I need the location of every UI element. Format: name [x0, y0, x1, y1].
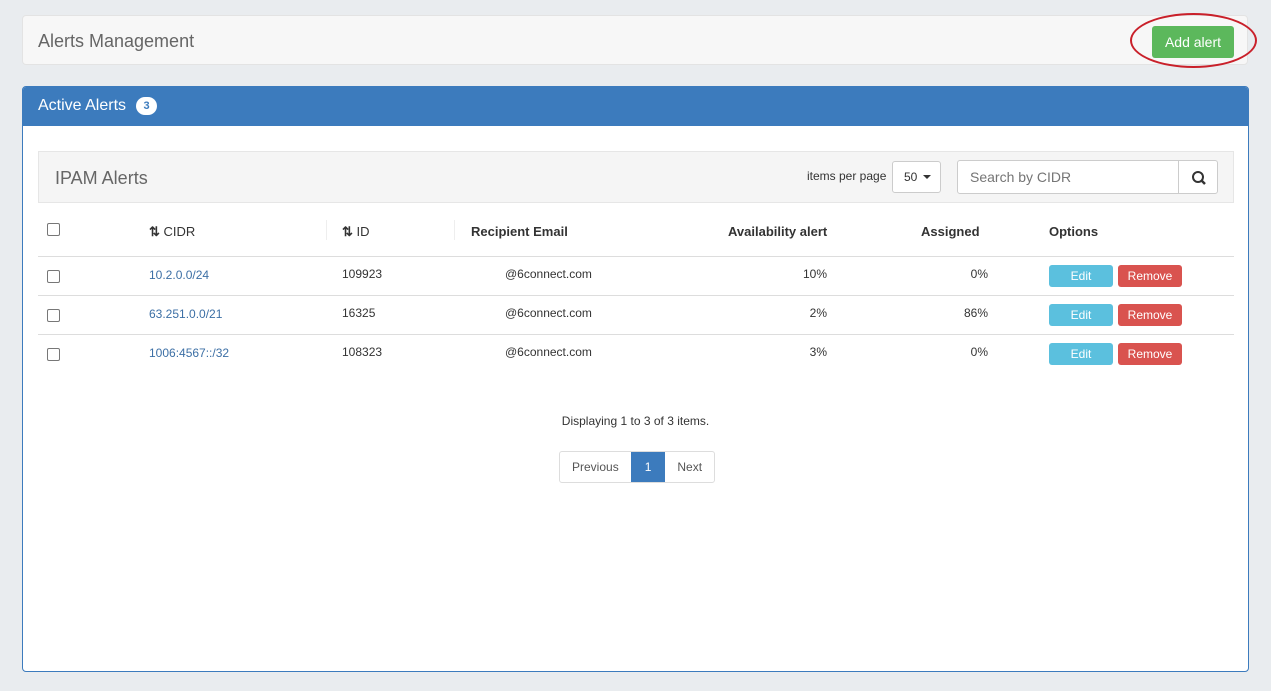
assigned-percent: 0%	[970, 267, 988, 281]
remove-button[interactable]: Remove	[1118, 265, 1182, 287]
column-header-id[interactable]: ⇅ ID	[342, 224, 370, 239]
sort-icon: ⇅	[342, 224, 357, 239]
alert-count-badge: 3	[136, 97, 157, 115]
panel-header: Active Alerts 3	[23, 87, 1248, 126]
cidr-link[interactable]: 63.251.0.0/21	[149, 307, 223, 321]
alert-id: 108323	[342, 345, 383, 359]
select-all-checkbox[interactable]	[47, 223, 60, 236]
availability-alert: 3%	[809, 345, 827, 359]
availability-alert: 2%	[809, 306, 827, 320]
caret-down-icon	[923, 175, 931, 183]
search-icon	[1192, 171, 1206, 185]
row-checkbox[interactable]	[47, 309, 60, 322]
sort-icon: ⇅	[149, 224, 164, 239]
divider	[38, 256, 1234, 257]
panel-title: Active Alerts	[38, 97, 127, 114]
search-button[interactable]	[1178, 160, 1218, 194]
next-page-button[interactable]: Next	[677, 460, 703, 474]
alert-id: 16325	[342, 306, 376, 320]
cidr-link[interactable]: 1006:4567::/32	[149, 346, 230, 360]
availability-alert: 10%	[802, 267, 827, 281]
remove-button[interactable]: Remove	[1118, 304, 1182, 326]
search-input[interactable]	[957, 160, 1179, 194]
column-header-availability: Availability alert	[728, 224, 828, 239]
recipient-email: @6connect.com	[505, 306, 592, 320]
edit-button[interactable]: Edit	[1049, 343, 1113, 365]
divider	[38, 295, 1234, 296]
column-header-cidr[interactable]: ⇅ CIDR	[149, 224, 196, 239]
previous-page-button[interactable]: Previous	[572, 460, 619, 474]
alert-id: 109923	[342, 267, 383, 281]
ipam-toolbar: IPAM Alerts items per page 50	[38, 151, 1234, 203]
row-checkbox[interactable]	[47, 270, 60, 283]
cidr-link[interactable]: 10.2.0.0/24	[149, 268, 210, 282]
add-alert-button[interactable]: Add alert	[1152, 26, 1234, 58]
row-checkbox[interactable]	[47, 348, 60, 361]
highlight-circle	[1130, 13, 1257, 68]
assigned-percent: 0%	[970, 345, 988, 359]
column-divider	[454, 220, 455, 240]
edit-button[interactable]: Edit	[1049, 304, 1113, 326]
assigned-percent: 86%	[963, 306, 988, 320]
column-header-options: Options	[1049, 224, 1099, 239]
column-header-assigned: Assigned	[921, 224, 980, 239]
section-title: IPAM Alerts	[55, 168, 148, 188]
active-alerts-panel: Active Alerts 3 IPAM Alerts items per pa…	[22, 86, 1249, 672]
column-divider	[326, 220, 327, 240]
pagination-summary: Displaying 1 to 3 of 3 items.	[561, 414, 710, 428]
items-per-page-label: items per page	[807, 169, 887, 183]
page-header: Alerts Management Add alert	[22, 13, 1257, 68]
recipient-email: @6connect.com	[505, 267, 592, 281]
items-per-page-value: 50	[904, 170, 918, 184]
page-title: Alerts Management	[38, 31, 195, 51]
remove-button[interactable]: Remove	[1118, 343, 1182, 365]
edit-button[interactable]: Edit	[1049, 265, 1113, 287]
divider	[38, 334, 1234, 335]
column-header-email: Recipient Email	[471, 224, 568, 239]
recipient-email: @6connect.com	[505, 345, 592, 359]
pagination: Previous 1 Next	[559, 451, 716, 483]
page-1-button[interactable]: 1	[630, 452, 666, 482]
items-per-page-select[interactable]: 50	[892, 161, 941, 193]
